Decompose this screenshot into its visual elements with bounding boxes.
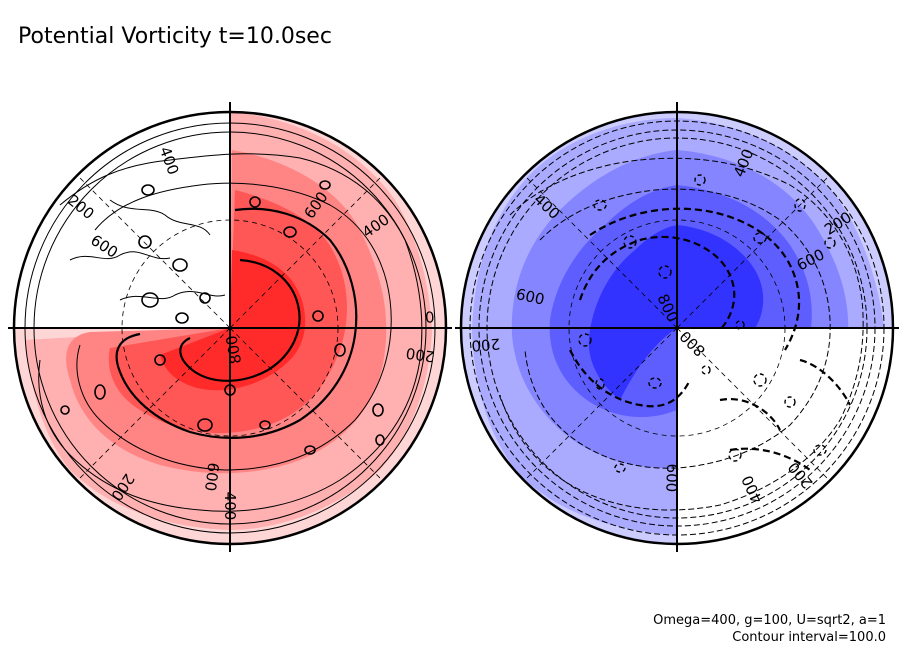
model-parameters: Omega=400, g=100, U=sqrt2, a=1 — [653, 613, 886, 628]
contour-interval-note: Contour interval=100.0 — [732, 630, 886, 645]
contour-label: 400 — [221, 492, 239, 521]
contour-label: 200 — [471, 335, 501, 355]
contour-label: 0 — [424, 308, 434, 326]
parameter-notes: Omega=400, g=100, U=sqrt2, a=1 Contour i… — [653, 612, 886, 646]
contour-label: 600 — [662, 463, 681, 492]
contour-label: 800 — [222, 334, 245, 365]
contour-label: 600 — [201, 462, 222, 493]
plot-title: Potential Vorticity t=10.0sec — [18, 24, 332, 49]
contour-label: 600 — [514, 285, 546, 309]
contour-label: 200 — [405, 344, 436, 366]
